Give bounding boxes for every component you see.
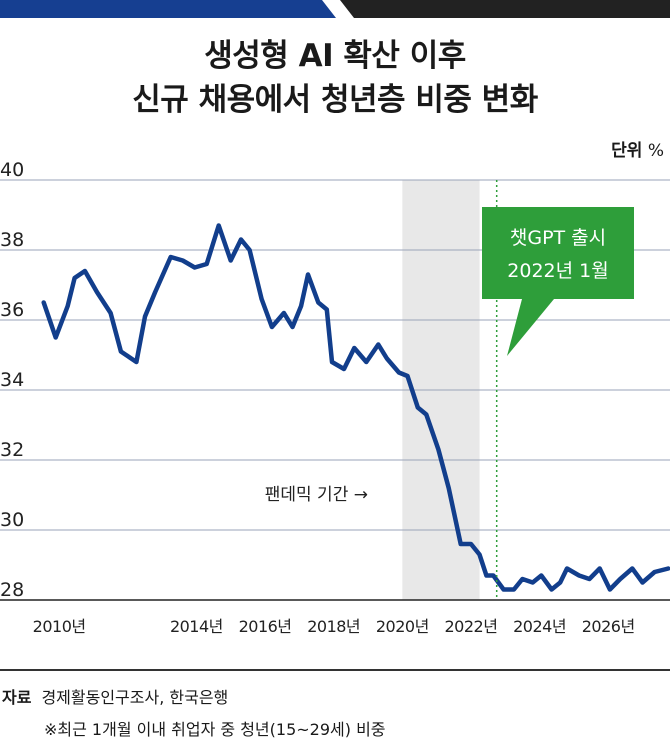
callout-label-line1: 챗GPT 출시 xyxy=(510,227,606,249)
data-point xyxy=(135,361,138,363)
data-point xyxy=(96,291,98,293)
top-color-bar xyxy=(0,0,670,18)
data-point xyxy=(447,487,450,489)
y-tick-label: 32 xyxy=(0,439,24,461)
chatgpt-callout-box xyxy=(482,207,634,299)
chart-title-line1: 생성형 AI 확산 이후 xyxy=(204,38,466,74)
x-tick-label: 2024년 xyxy=(513,617,566,636)
pandemic-period-label: 팬데믹 기간 → xyxy=(265,485,368,505)
data-point xyxy=(398,371,400,374)
data-point xyxy=(478,553,481,556)
x-tick-label: 2014년 xyxy=(170,617,223,636)
data-point xyxy=(54,336,57,339)
data-point xyxy=(566,567,568,570)
top-bar-dark-segment xyxy=(340,0,670,18)
data-point xyxy=(144,315,146,318)
data-point xyxy=(169,256,172,258)
data-point xyxy=(459,543,462,545)
data-point xyxy=(109,312,112,314)
source-label: 자료 xyxy=(2,688,32,707)
data-point xyxy=(73,277,76,279)
data-point xyxy=(260,298,263,300)
data-point xyxy=(307,273,309,276)
data-point xyxy=(229,259,232,262)
data-point xyxy=(154,291,157,293)
x-tick-label: 2016년 xyxy=(239,617,292,636)
data-point xyxy=(325,308,328,311)
source-text: 경제활동인구조사, 한국은행 xyxy=(41,688,229,707)
y-tick-label: 40 xyxy=(0,160,24,181)
x-tick-label: 2018년 xyxy=(307,617,360,636)
y-tick-label: 28 xyxy=(0,579,24,601)
x-tick-label: 2020년 xyxy=(376,617,429,636)
footnote: ※최근 1개월 이내 취업자 중 청년(15~29세) 비중 xyxy=(44,720,386,739)
source-line: 자료 경제활동인구조사, 한국은행 xyxy=(2,684,228,708)
unit-label: 단위 % xyxy=(611,136,664,161)
data-point xyxy=(502,588,505,591)
x-tick-label: 2022년 xyxy=(444,617,497,636)
data-point xyxy=(437,448,440,451)
data-point xyxy=(425,413,428,416)
data-point xyxy=(365,361,368,363)
data-point xyxy=(619,578,622,580)
data-point xyxy=(66,305,69,307)
data-point xyxy=(406,375,409,377)
data-point xyxy=(120,350,122,353)
data-point xyxy=(386,357,388,360)
data-point xyxy=(588,578,591,580)
data-point xyxy=(653,571,656,573)
data-point xyxy=(291,326,294,328)
data-point xyxy=(513,588,515,591)
data-point xyxy=(317,301,320,304)
data-point xyxy=(485,574,488,577)
x-tick-label: 2010년 xyxy=(33,617,86,636)
unit-label-text: 단위 xyxy=(611,141,643,161)
y-tick-label: 30 xyxy=(0,509,24,531)
data-point xyxy=(470,543,472,545)
data-point xyxy=(331,361,333,363)
data-point xyxy=(84,270,86,272)
data-point xyxy=(609,588,611,591)
data-point xyxy=(343,368,345,370)
data-point xyxy=(667,567,670,570)
data-point xyxy=(492,574,495,577)
data-point xyxy=(521,578,524,580)
y-tick-label: 34 xyxy=(0,369,24,391)
top-bar-blue-segment xyxy=(0,0,336,18)
x-tick-label: 2026년 xyxy=(582,617,635,636)
data-point xyxy=(271,326,273,328)
data-point xyxy=(550,588,553,591)
data-point xyxy=(217,224,220,227)
line-chart: 40 38 36 34 32 30 28 2010년 2014년 2016년 2018년 2020년 2… xyxy=(0,160,670,636)
data-point xyxy=(353,347,356,349)
data-point xyxy=(377,343,380,346)
data-point xyxy=(641,581,644,584)
data-point xyxy=(300,305,302,307)
data-point xyxy=(240,238,242,241)
chart-title: 생성형 AI 확산 이후 신규 채용에서 청년층 비중 변화 xyxy=(0,34,670,122)
data-point xyxy=(42,301,45,304)
unit-value: % xyxy=(647,141,664,161)
data-point xyxy=(578,574,580,577)
callout-label-line2: 2022년 1월 xyxy=(507,260,608,282)
data-point xyxy=(193,266,196,269)
y-tick-label: 36 xyxy=(0,299,24,321)
data-point xyxy=(205,263,208,265)
data-point xyxy=(181,259,184,262)
data-point xyxy=(283,312,285,314)
data-point xyxy=(531,581,534,584)
chart-title-line2: 신규 채용에서 청년층 비중 변화 xyxy=(132,82,538,118)
data-point xyxy=(248,249,251,251)
data-point xyxy=(559,581,562,584)
callout-pointer xyxy=(507,299,554,356)
data-point xyxy=(598,567,601,570)
data-point xyxy=(631,567,634,570)
y-tick-label: 38 xyxy=(0,229,24,251)
source-divider xyxy=(0,669,670,671)
data-point xyxy=(540,574,543,577)
data-point xyxy=(416,406,419,409)
